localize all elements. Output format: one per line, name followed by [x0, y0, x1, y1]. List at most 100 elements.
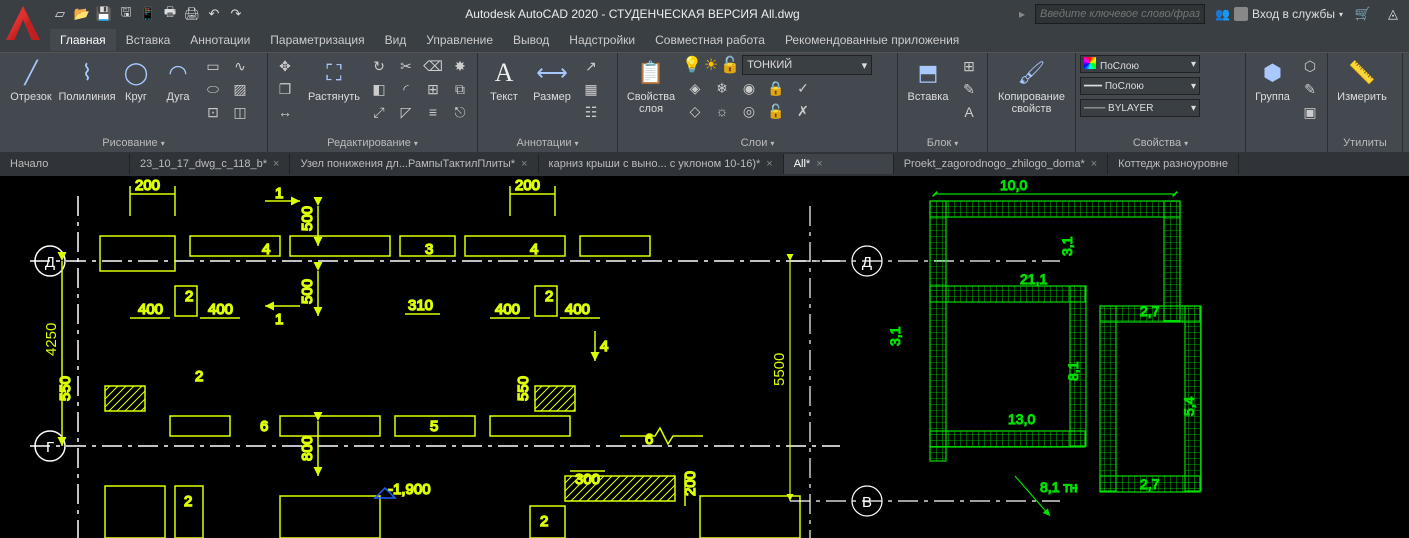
arc-button[interactable]: ◠Дуга: [158, 55, 198, 105]
save-icon[interactable]: 💾: [94, 4, 114, 24]
rect-icon[interactable]: ▭: [200, 55, 226, 77]
line-button[interactable]: ╱Отрезок: [4, 55, 58, 105]
laylck-icon[interactable]: 🔒: [763, 77, 789, 99]
close-icon[interactable]: ×: [273, 158, 279, 170]
svg-text:200: 200: [682, 471, 699, 496]
doc-tab-2[interactable]: Узел понижения дл...РампыТактилПлиты*×: [290, 154, 538, 174]
explode-icon[interactable]: ✸: [447, 55, 473, 77]
tab-output[interactable]: Вывод: [503, 29, 559, 51]
erase-icon[interactable]: ⌫: [420, 55, 446, 77]
layiso-icon[interactable]: ◈: [682, 77, 708, 99]
tab-featured[interactable]: Рекомендованные приложения: [775, 29, 969, 51]
polyline-button[interactable]: ⌇Полилиния: [60, 55, 114, 105]
offset-icon[interactable]: ⧉: [447, 78, 473, 100]
trim-icon[interactable]: ✂: [393, 55, 419, 77]
doc-tab-3[interactable]: карниз крыши с выно... с уклоном 10-16)*…: [539, 154, 784, 174]
lineweight-combo[interactable]: ━━━ ПоСлою▾: [1080, 77, 1200, 95]
linetype-combo[interactable]: ─── BYLAYER▾: [1080, 99, 1200, 117]
redo-icon[interactable]: ↷: [226, 4, 246, 24]
layfrz-icon[interactable]: ❄: [709, 77, 735, 99]
attr-icon[interactable]: A: [956, 101, 982, 123]
close-icon[interactable]: ×: [1091, 158, 1097, 170]
doc-tab-6[interactable]: Коттедж разноуровне: [1108, 154, 1239, 174]
new-icon[interactable]: ▱: [50, 4, 70, 24]
doc-tab-start[interactable]: Начало: [0, 154, 130, 174]
tab-parametric[interactable]: Параметризация: [260, 29, 374, 51]
svg-text:550: 550: [515, 376, 532, 401]
move-icon[interactable]: ✥: [272, 55, 298, 77]
doc-tab-5[interactable]: Proekt_zagorodnogo_zhilogo_doma*×: [894, 154, 1108, 174]
ribbon: ╱Отрезок ⌇Полилиния ◯Круг ◠Дуга ▭ ∿ ⬭ ▨ …: [0, 52, 1409, 152]
groupedit-icon[interactable]: ✎: [1297, 78, 1323, 100]
hatch-icon[interactable]: ▨: [227, 78, 253, 100]
insert-button[interactable]: ⬒Вставка: [902, 55, 954, 105]
region-icon[interactable]: ◫: [227, 101, 253, 123]
point-icon[interactable]: ⊡: [200, 101, 226, 123]
array-icon[interactable]: ⊞: [420, 78, 446, 100]
edit-block-icon[interactable]: ✎: [956, 78, 982, 100]
spline-icon[interactable]: ∿: [227, 55, 253, 77]
close-icon[interactable]: ×: [816, 158, 822, 170]
svg-text:310: 310: [408, 297, 433, 314]
print-icon[interactable]: 🖨: [182, 4, 202, 24]
tab-annotate[interactable]: Аннотации: [180, 29, 260, 51]
create-block-icon[interactable]: ⊞: [956, 55, 982, 77]
laythw-icon[interactable]: ☼: [709, 100, 735, 122]
autodesk-icon[interactable]: ◬: [1383, 4, 1403, 24]
chamfer-icon[interactable]: ◸: [393, 101, 419, 123]
rotate-icon[interactable]: ↻: [366, 55, 392, 77]
svg-text:Г: Г: [46, 439, 54, 456]
dimension-button[interactable]: ⟷Размер: [528, 55, 576, 105]
tab-addins[interactable]: Надстройки: [559, 29, 645, 51]
circle-button[interactable]: ◯Круг: [116, 55, 156, 105]
open-icon[interactable]: 📂: [72, 4, 92, 24]
table-icon[interactable]: ▦: [578, 78, 604, 100]
svg-text:Д: Д: [862, 254, 872, 271]
text-button[interactable]: AТекст: [482, 55, 526, 105]
drawing-canvas[interactable]: Д Г 4250 200 200 1 1 4 3 4 500 500 2 2: [0, 176, 1409, 538]
matchprops-button[interactable]: 🖌Копирование свойств: [992, 55, 1071, 117]
help-search-input[interactable]: [1035, 4, 1205, 24]
align-icon[interactable]: ≡: [420, 101, 446, 123]
copy-icon[interactable]: ❐: [272, 78, 298, 100]
break-icon[interactable]: ⎋: [447, 101, 473, 123]
stretch-icon[interactable]: ↔: [272, 101, 298, 123]
ellipse-icon[interactable]: ⬭: [200, 78, 226, 100]
fillet-icon[interactable]: ◜: [393, 78, 419, 100]
web-icon[interactable]: 📱: [138, 4, 158, 24]
tab-collab[interactable]: Совместная работа: [645, 29, 775, 51]
mirror-icon[interactable]: ◧: [366, 78, 392, 100]
scale-icon[interactable]: ⤢: [366, 101, 392, 123]
layulk-icon[interactable]: 🔓: [763, 100, 789, 122]
ungroup-icon[interactable]: ⬡: [1297, 55, 1323, 77]
group-icon: ⬢: [1257, 57, 1289, 89]
layer-combo[interactable]: ТОНКИЙ▾: [742, 55, 872, 75]
layoff-icon[interactable]: ◉: [736, 77, 762, 99]
color-combo[interactable]: ПоСлою▾: [1080, 55, 1200, 73]
undo-icon[interactable]: ↶: [204, 4, 224, 24]
cart-icon[interactable]: 🛒: [1353, 4, 1373, 24]
plot-icon[interactable]: 🖶: [160, 4, 180, 24]
mtext-icon[interactable]: ☷: [578, 101, 604, 123]
tab-home[interactable]: Главная: [50, 29, 116, 51]
leader-icon[interactable]: ↗: [578, 55, 604, 77]
layun-icon[interactable]: ◎: [736, 100, 762, 122]
stretch-button[interactable]: ⛶Растянуть: [304, 55, 364, 105]
layon-icon[interactable]: ◇: [682, 100, 708, 122]
saveas-icon[interactable]: 🖫: [116, 4, 136, 24]
doc-tab-4[interactable]: All*×: [784, 154, 894, 174]
laymch-icon[interactable]: ✓: [790, 77, 816, 99]
close-icon[interactable]: ×: [521, 158, 527, 170]
tab-manage[interactable]: Управление: [416, 29, 503, 51]
signin-button[interactable]: 👥 Вход в службы ▾: [1215, 7, 1343, 21]
sel-icon[interactable]: ▣: [1297, 101, 1323, 123]
panel-matchprops: 🖌Копирование свойств: [988, 53, 1076, 152]
doc-tab-1[interactable]: 23_10_17_dwg_c_118_b*×: [130, 154, 290, 174]
close-icon[interactable]: ×: [766, 158, 772, 170]
tab-view[interactable]: Вид: [375, 29, 417, 51]
measure-button[interactable]: 📏Измерить: [1332, 55, 1392, 105]
tab-insert[interactable]: Вставка: [116, 29, 181, 51]
layer-props-button[interactable]: 📋Свойства слоя: [622, 55, 680, 117]
laydel-icon[interactable]: ✗: [790, 100, 816, 122]
group-button[interactable]: ⬢Группа: [1250, 55, 1295, 105]
